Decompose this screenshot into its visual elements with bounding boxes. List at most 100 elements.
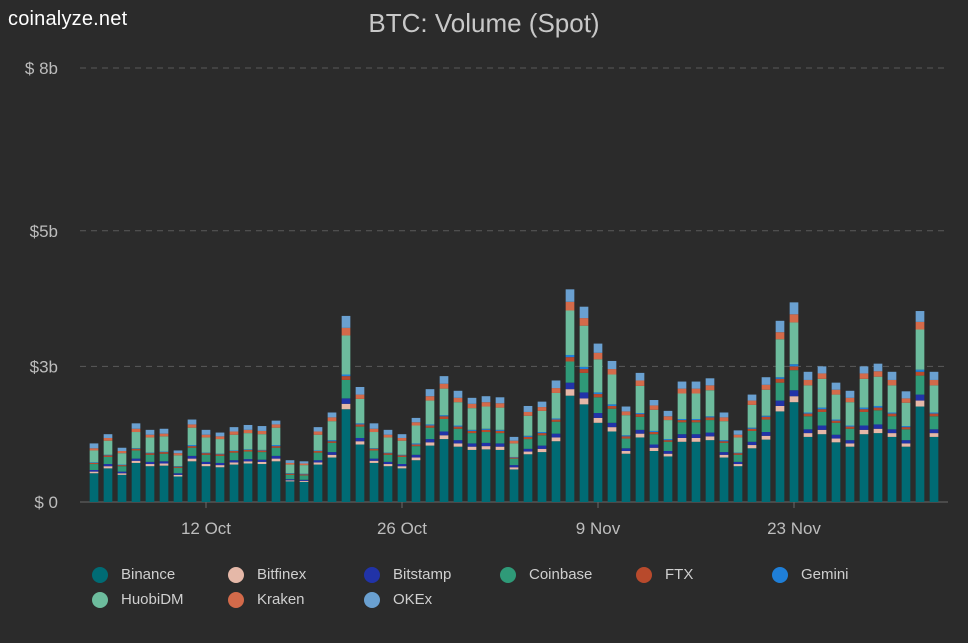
bar-segment-gemini[interactable]	[383, 452, 393, 454]
bar-segment-bitstamp[interactable]	[243, 459, 253, 462]
bar-segment-bitstamp[interactable]	[705, 432, 715, 437]
bar-segment-bitfinex[interactable]	[607, 427, 617, 432]
bar-segment-ftx[interactable]	[509, 457, 519, 459]
bar-segment-okex[interactable]	[145, 429, 155, 435]
bar-segment-huobidm[interactable]	[299, 465, 309, 474]
legend-item-coinbase[interactable]: Coinbase	[500, 566, 636, 583]
bar-segment-ftx[interactable]	[635, 414, 645, 417]
bar-segment-gemini[interactable]	[285, 473, 295, 474]
bar-segment-kraken[interactable]	[187, 424, 197, 428]
bar-segment-binance[interactable]	[579, 404, 589, 502]
bar-segment-ftx[interactable]	[103, 455, 113, 457]
bar-segment-bitstamp[interactable]	[859, 425, 869, 430]
bar-segment-binance[interactable]	[733, 466, 743, 502]
bar-segment-coinbase[interactable]	[453, 428, 463, 441]
bar-segment-huobidm[interactable]	[537, 410, 547, 433]
bar-segment-gemini[interactable]	[691, 418, 701, 421]
bar-segment-ftx[interactable]	[831, 420, 841, 423]
bar-segment-gemini[interactable]	[873, 405, 883, 408]
bar-segment-bitfinex[interactable]	[397, 466, 407, 469]
legend-item-binance[interactable]: Binance	[92, 566, 228, 583]
bar-segment-huobidm[interactable]	[215, 439, 225, 454]
brand-logo-text[interactable]: coinalyze.net	[8, 8, 128, 30]
bar-segment-huobidm[interactable]	[551, 392, 561, 419]
bar-segment-bitfinex[interactable]	[523, 451, 533, 455]
bar-segment-coinbase[interactable]	[915, 375, 925, 395]
bar-segment-kraken[interactable]	[747, 400, 757, 405]
bar-segment-ftx[interactable]	[313, 451, 323, 453]
bar-segment-coinbase[interactable]	[145, 454, 155, 462]
bar-segment-ftx[interactable]	[915, 371, 925, 376]
bar-segment-coinbase[interactable]	[733, 454, 743, 462]
bar-segment-gemini[interactable]	[173, 466, 183, 467]
bar-segment-huobidm[interactable]	[593, 359, 603, 393]
bar-segment-huobidm[interactable]	[621, 415, 631, 436]
bar-segment-gemini[interactable]	[243, 449, 253, 450]
bar-segment-ftx[interactable]	[719, 441, 729, 443]
bar-segment-ftx[interactable]	[271, 446, 281, 448]
bar-segment-ftx[interactable]	[481, 429, 491, 433]
legend-item-bitstamp[interactable]: Bitstamp	[364, 566, 500, 583]
bar-segment-bitstamp[interactable]	[845, 440, 855, 444]
bar-segment-gemini[interactable]	[719, 440, 729, 442]
bar-segment-huobidm[interactable]	[243, 433, 253, 450]
bar-segment-huobidm[interactable]	[89, 450, 99, 463]
bar-segment-binance[interactable]	[187, 461, 197, 502]
bar-segment-okex[interactable]	[173, 450, 183, 454]
bar-segment-bitstamp[interactable]	[173, 473, 183, 475]
bar-segment-bitstamp[interactable]	[537, 445, 547, 449]
bar-segment-okex[interactable]	[733, 430, 743, 435]
bar-segment-huobidm[interactable]	[719, 421, 729, 441]
bar-segment-binance[interactable]	[117, 474, 127, 502]
bar-segment-bitfinex[interactable]	[341, 403, 351, 410]
bar-segment-coinbase[interactable]	[719, 442, 729, 453]
bar-segment-huobidm[interactable]	[229, 434, 239, 451]
bar-segment-okex[interactable]	[425, 389, 435, 397]
bar-segment-kraken[interactable]	[873, 371, 883, 377]
bar-segment-bitfinex[interactable]	[859, 429, 869, 435]
bar-segment-bitstamp[interactable]	[579, 392, 589, 399]
bar-segment-okex[interactable]	[607, 360, 617, 370]
bar-segment-gemini[interactable]	[859, 407, 869, 410]
bar-segment-binance[interactable]	[831, 442, 841, 502]
bar-segment-gemini[interactable]	[89, 462, 99, 463]
bar-segment-ftx[interactable]	[299, 474, 309, 476]
bar-segment-bitstamp[interactable]	[453, 440, 463, 444]
bar-segment-bitfinex[interactable]	[229, 462, 239, 465]
bar-segment-binance[interactable]	[761, 439, 771, 502]
bar-segment-bitfinex[interactable]	[243, 461, 253, 464]
bar-segment-gemini[interactable]	[439, 415, 449, 417]
bar-segment-bitfinex[interactable]	[901, 443, 911, 447]
bar-segment-okex[interactable]	[439, 376, 449, 384]
bar-segment-huobidm[interactable]	[803, 385, 813, 413]
bar-segment-kraken[interactable]	[327, 417, 337, 422]
bar-segment-ftx[interactable]	[201, 453, 211, 455]
bar-segment-binance[interactable]	[901, 446, 911, 502]
bar-segment-gemini[interactable]	[257, 449, 267, 451]
bar-segment-binance[interactable]	[705, 440, 715, 502]
bar-segment-bitstamp[interactable]	[873, 424, 883, 429]
bar-segment-gemini[interactable]	[369, 448, 379, 449]
bar-segment-kraken[interactable]	[677, 388, 687, 394]
bar-segment-ftx[interactable]	[397, 455, 407, 457]
bar-segment-bitstamp[interactable]	[383, 461, 393, 465]
bar-segment-bitfinex[interactable]	[159, 463, 169, 466]
legend-item-gemini[interactable]: Gemini	[772, 566, 908, 583]
bar-segment-ftx[interactable]	[691, 420, 701, 423]
bar-segment-bitfinex[interactable]	[439, 435, 449, 440]
bar-segment-bitstamp[interactable]	[369, 458, 379, 461]
bar-segment-huobidm[interactable]	[495, 407, 505, 430]
bar-segment-kraken[interactable]	[425, 396, 435, 401]
bar-segment-kraken[interactable]	[173, 453, 183, 456]
bar-segment-gemini[interactable]	[733, 452, 743, 454]
bar-segment-coinbase[interactable]	[635, 416, 645, 430]
bar-segment-bitfinex[interactable]	[831, 438, 841, 443]
bar-segment-okex[interactable]	[383, 429, 393, 435]
bar-segment-bitfinex[interactable]	[89, 471, 99, 474]
bar-segment-ftx[interactable]	[733, 453, 743, 455]
bar-segment-kraken[interactable]	[523, 411, 533, 416]
bar-segment-coinbase[interactable]	[747, 430, 757, 442]
bar-segment-gemini[interactable]	[271, 445, 281, 447]
bar-segment-binance[interactable]	[915, 406, 925, 502]
bar-segment-kraken[interactable]	[397, 437, 407, 441]
